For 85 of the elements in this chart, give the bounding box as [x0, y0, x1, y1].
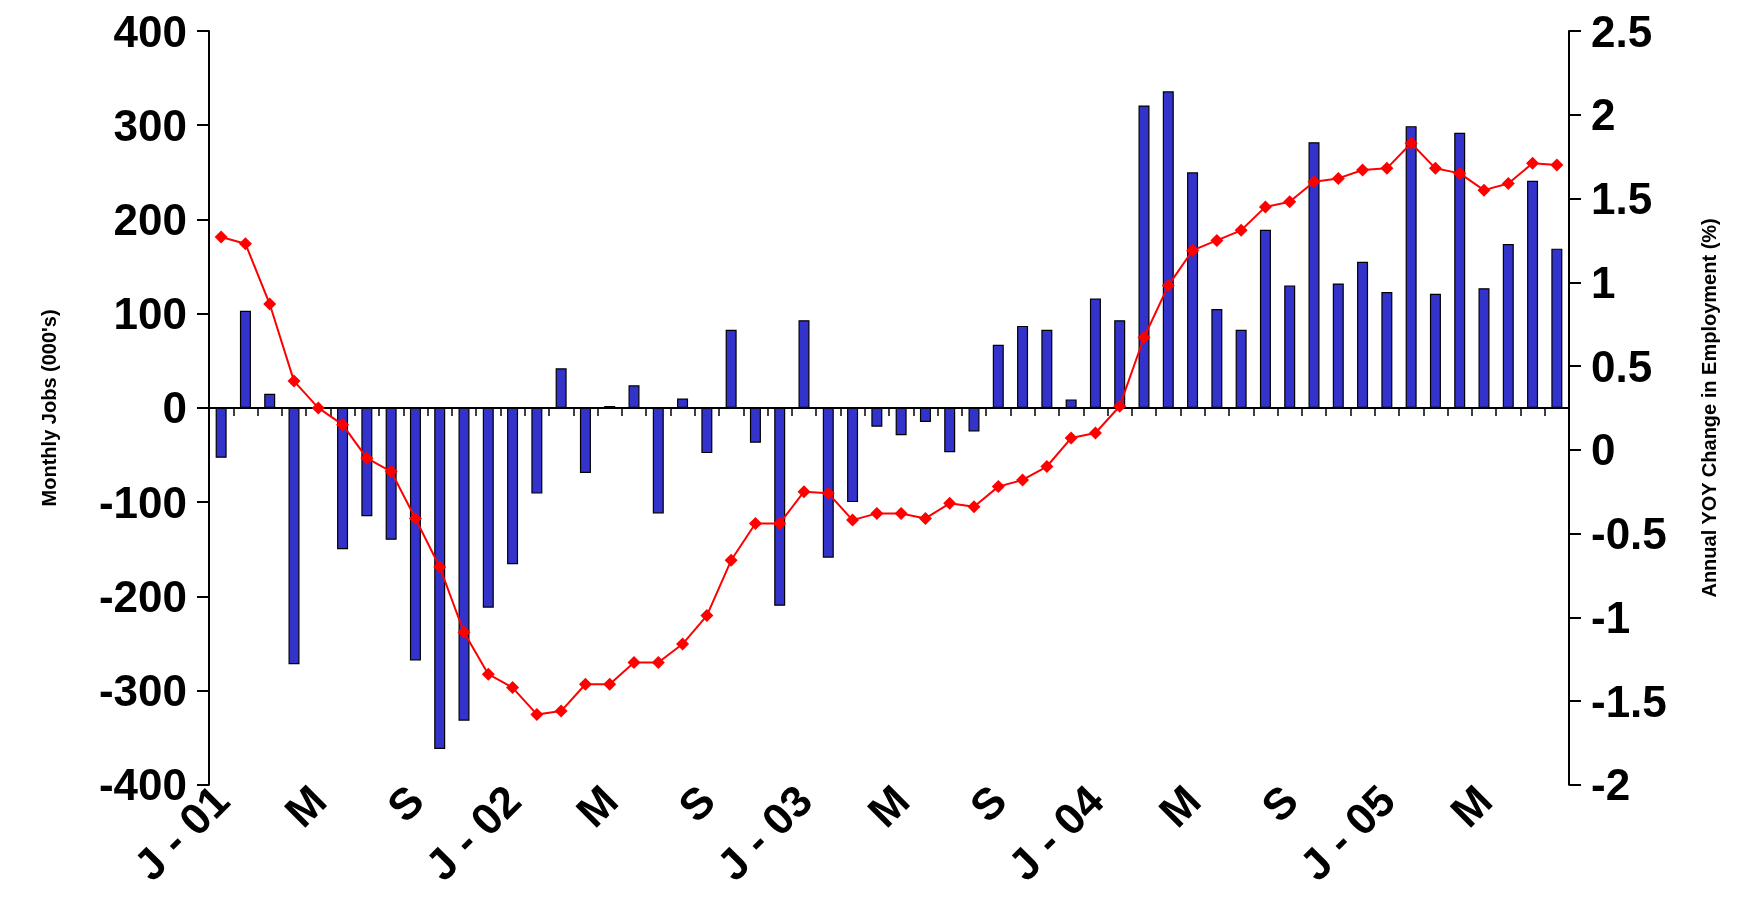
- point: [846, 513, 860, 527]
- point: [287, 374, 301, 388]
- point: [1137, 331, 1151, 345]
- y2-tick-label: 1.5: [1591, 174, 1653, 223]
- point: [1331, 171, 1345, 185]
- point: [1258, 200, 1272, 214]
- x-tick-label: S: [668, 775, 725, 831]
- y-tick-label: 400: [113, 6, 187, 56]
- point: [943, 496, 957, 510]
- point: [263, 297, 277, 311]
- point: [1453, 166, 1467, 180]
- point: [651, 655, 665, 669]
- point: [554, 704, 568, 718]
- y-tick-label: -100: [98, 477, 187, 527]
- point: [1016, 473, 1030, 487]
- x-tick-label: S: [377, 775, 433, 831]
- point: [1356, 163, 1370, 177]
- y-tick-label: 200: [113, 194, 187, 244]
- y2-tick-label: 1: [1591, 257, 1616, 307]
- point: [700, 609, 714, 623]
- point: [1113, 399, 1127, 413]
- x-tick-label: S: [960, 775, 1016, 831]
- x-tick-label: M: [857, 775, 919, 836]
- point: [1526, 156, 1540, 170]
- point: [1550, 158, 1564, 172]
- point: [821, 486, 835, 500]
- y2-tick-label: 0: [1591, 425, 1616, 475]
- point: [1040, 460, 1054, 474]
- y-tick-label: -200: [98, 571, 187, 621]
- point: [627, 655, 641, 669]
- y2-tick-label: -1.5: [1591, 676, 1667, 726]
- point: [1064, 431, 1078, 445]
- point: [603, 677, 617, 691]
- y2-tick-label: -1: [1591, 592, 1631, 642]
- point: [724, 553, 738, 567]
- y-tick-label: -300: [98, 666, 187, 716]
- point: [384, 465, 398, 479]
- point: [238, 237, 252, 251]
- x-tick-label: M: [275, 775, 336, 836]
- point: [1186, 243, 1200, 257]
- y-tick-label: 0: [162, 383, 187, 433]
- y2-axis-title: Annual YOY Change in Employment (%): [1698, 218, 1720, 598]
- point: [481, 667, 495, 681]
- point: [1477, 183, 1491, 197]
- point: [967, 500, 981, 514]
- y2-tick-label: 2: [1591, 90, 1616, 140]
- x-tick-label: S: [1251, 775, 1308, 831]
- x-tick-label: M: [1149, 775, 1210, 836]
- point: [918, 511, 932, 525]
- point: [870, 506, 884, 520]
- point: [506, 681, 520, 695]
- point: [214, 230, 228, 244]
- point: [578, 677, 592, 691]
- point: [457, 625, 471, 639]
- point: [433, 560, 447, 574]
- x-tick-label: M: [566, 775, 628, 836]
- point: [1501, 176, 1515, 190]
- point: [748, 516, 762, 530]
- point: [894, 506, 908, 520]
- y2-tick-label: 0.5: [1591, 341, 1653, 391]
- point: [1404, 136, 1418, 150]
- point: [1234, 223, 1248, 237]
- point: [1380, 161, 1394, 175]
- point: [797, 485, 811, 499]
- y2-tick-label: -0.5: [1591, 509, 1667, 559]
- x-tick-label: M: [1440, 775, 1502, 836]
- y-tick-label: 100: [113, 289, 187, 339]
- point: [1161, 279, 1175, 293]
- point: [1428, 161, 1442, 175]
- y-axis-title: Monthly Jobs (000's): [38, 309, 60, 507]
- point: [1283, 195, 1297, 209]
- point: [676, 637, 690, 651]
- point: [991, 480, 1005, 494]
- point: [1088, 426, 1102, 440]
- point: [773, 516, 787, 530]
- point: [1210, 233, 1224, 247]
- point: [408, 511, 422, 525]
- point: [530, 707, 544, 721]
- point: [336, 418, 350, 432]
- point: [360, 451, 374, 465]
- point: [1307, 175, 1321, 189]
- point: [311, 401, 325, 415]
- y2-tick-label: 2.5: [1591, 6, 1653, 56]
- y2-tick-label: -2: [1591, 760, 1631, 810]
- y-tick-label: 300: [113, 100, 187, 150]
